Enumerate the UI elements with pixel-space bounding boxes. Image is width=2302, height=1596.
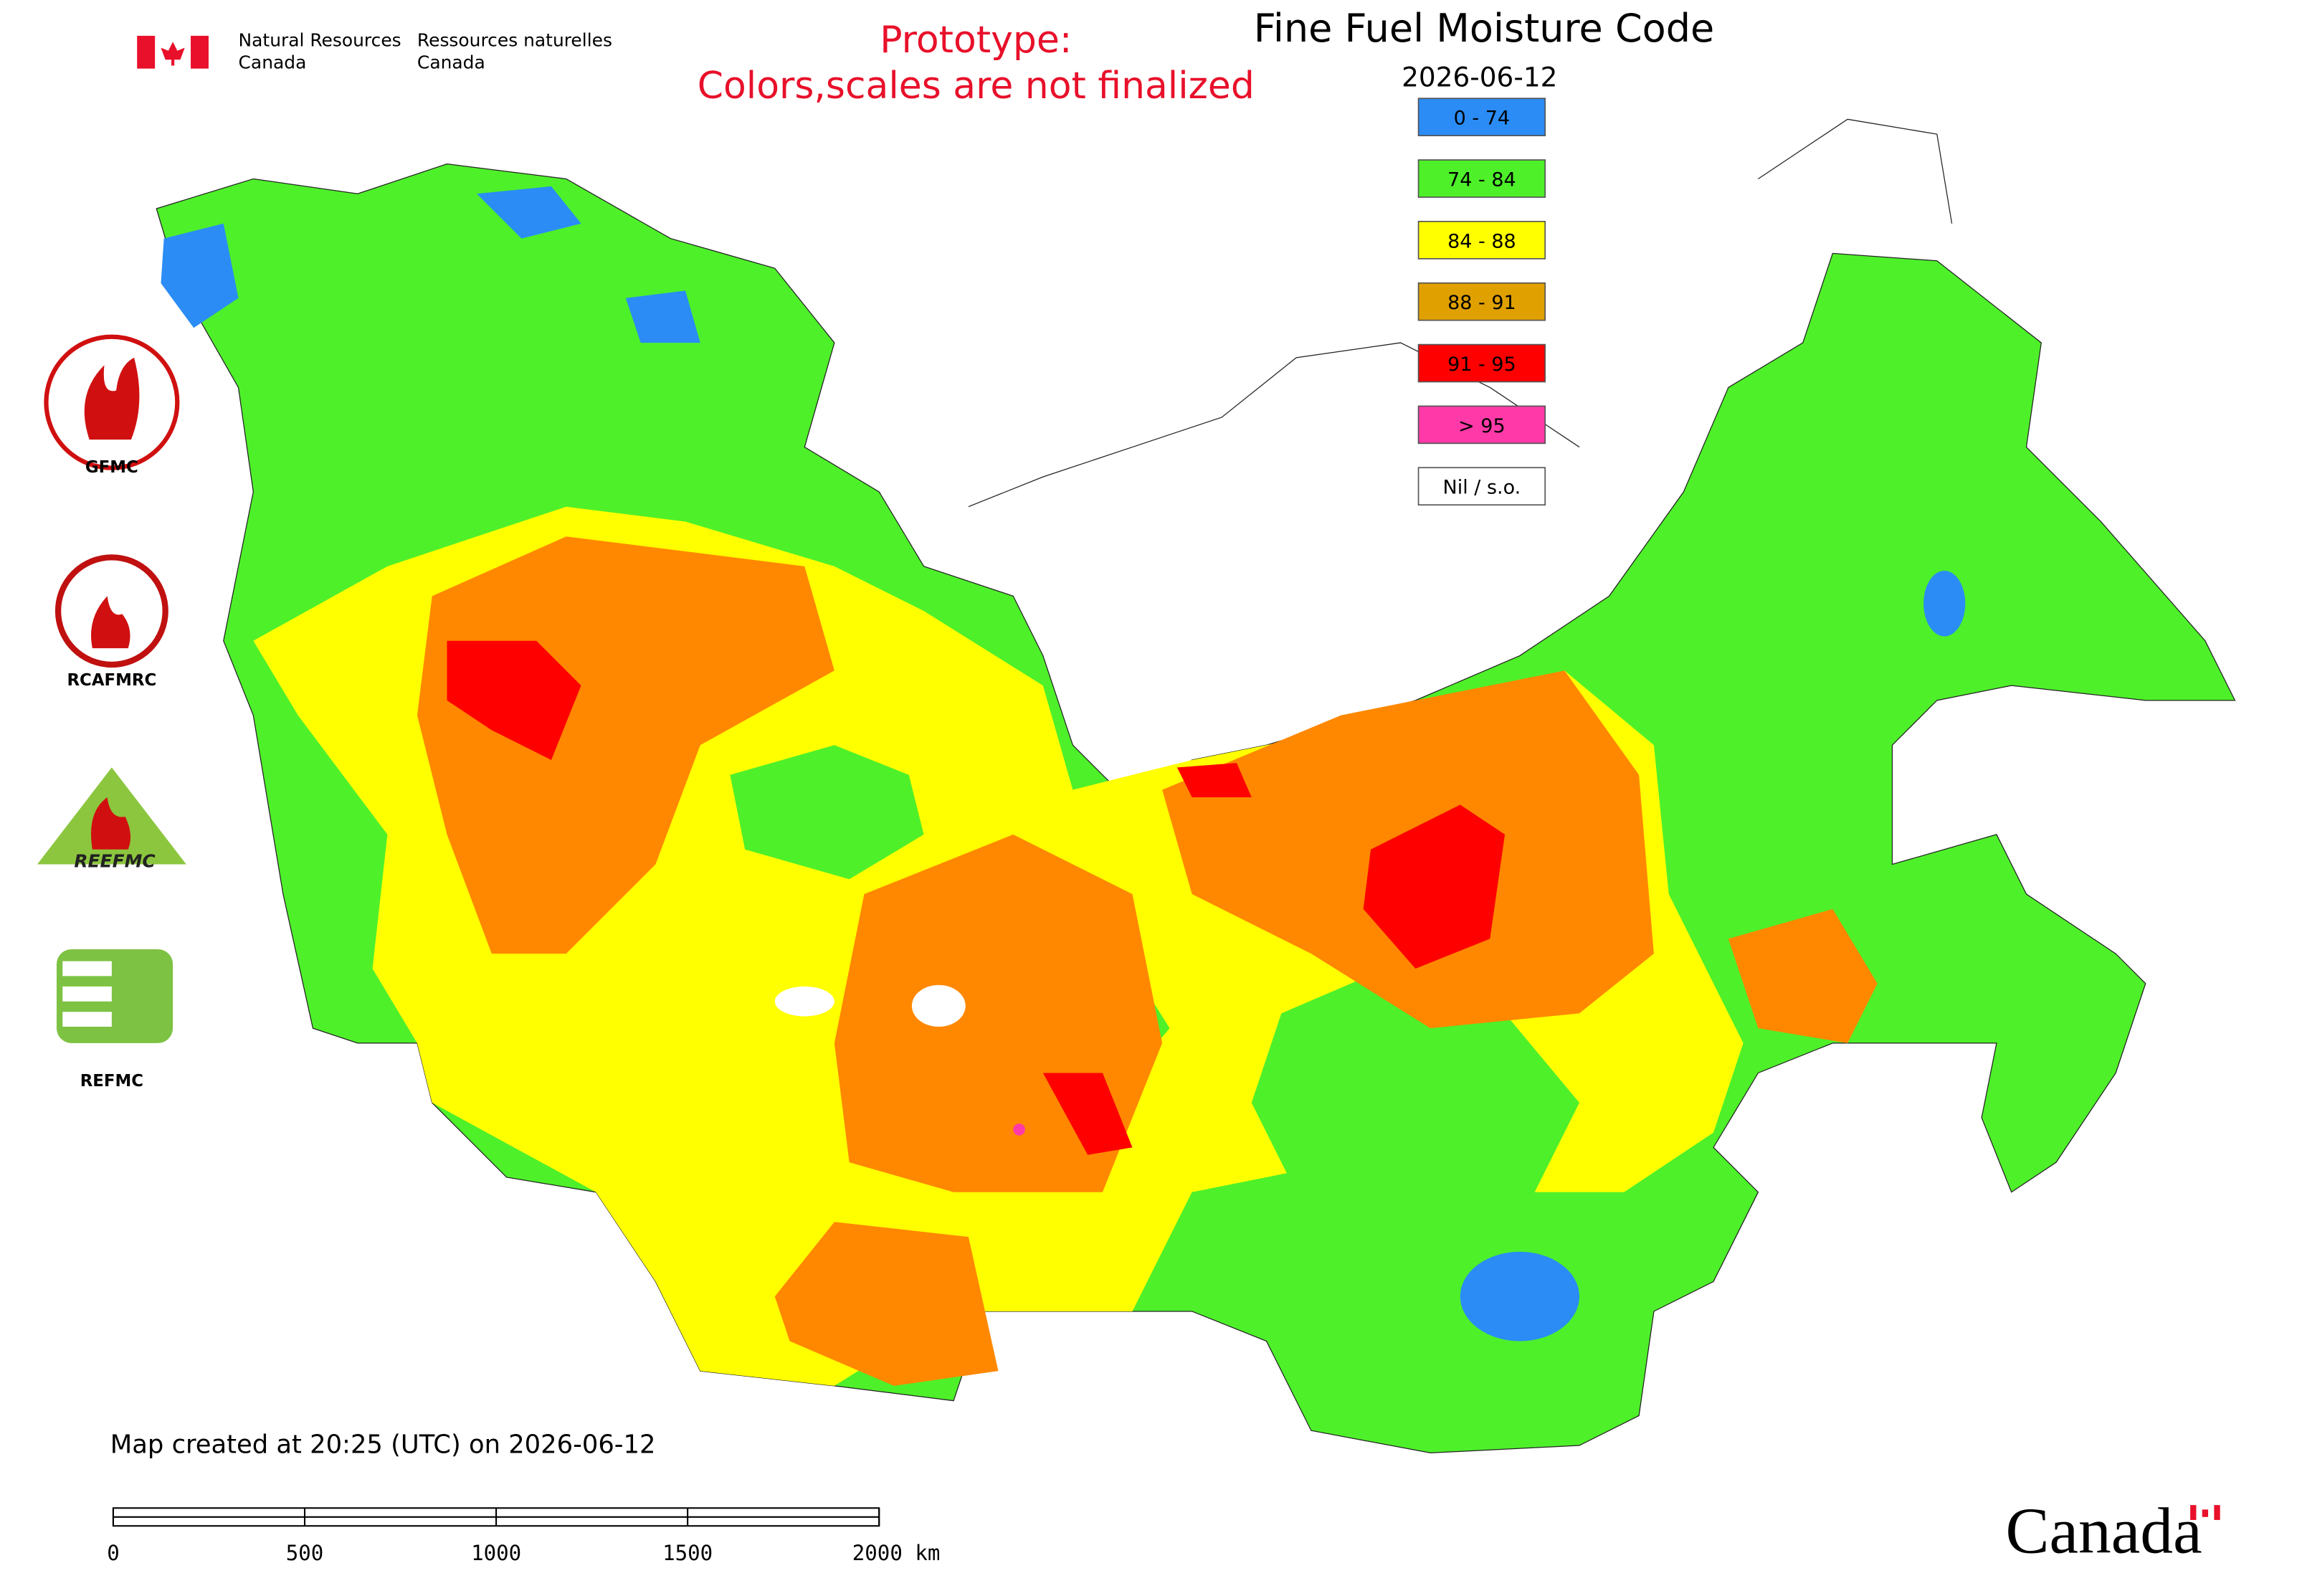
legend-label: 84 - 88 bbox=[1447, 230, 1516, 252]
legend-swatch bbox=[1417, 98, 1546, 137]
lake-nil bbox=[774, 986, 834, 1017]
flag-bar bbox=[137, 35, 156, 69]
dept-fr: Canada bbox=[417, 52, 485, 73]
zone-magenta bbox=[1013, 1124, 1025, 1136]
scale-label: 1000 bbox=[471, 1541, 521, 1565]
legend-swatch bbox=[1417, 343, 1546, 383]
prototype-notice: Colors,scales are not finalized bbox=[698, 65, 1255, 108]
legend-swatch bbox=[1417, 405, 1546, 445]
map bbox=[156, 118, 2236, 1454]
legend: 0 - 74 74 - 84 84 - 88 88 - 91 91 - 95 > 95 Ni… bbox=[1417, 98, 1546, 506]
flag-bar bbox=[2214, 1505, 2220, 1520]
dept-en: Natural Resources bbox=[239, 29, 401, 50]
lake-nil bbox=[911, 984, 966, 1027]
legend-swatch bbox=[1417, 221, 1546, 260]
zone-blue bbox=[1923, 571, 1966, 637]
nrcan-signature: Natural Resources Canada Ressources natu… bbox=[137, 29, 612, 73]
flag-bar bbox=[191, 35, 209, 69]
map-created: Map created at 20:25 (UTC) on 2026-06-12 bbox=[110, 1430, 656, 1459]
zone-orange bbox=[417, 536, 1878, 1386]
zone-red bbox=[447, 640, 1506, 1155]
flame-icon bbox=[91, 596, 130, 649]
legend-swatch bbox=[1417, 159, 1546, 198]
legend-label: 74 - 84 bbox=[1447, 168, 1516, 191]
flag-bar bbox=[2190, 1505, 2197, 1520]
flame-icon bbox=[91, 797, 131, 850]
wordmark: Canada bbox=[2005, 1495, 2202, 1567]
maple-leaf bbox=[2202, 1509, 2209, 1517]
logo-stripes bbox=[62, 961, 112, 1027]
scale-bar: 0 500 1000 1500 2000 km bbox=[107, 1507, 941, 1565]
logo-label: REFMC bbox=[80, 1072, 143, 1091]
map-title: Fine Fuel Moisture Code bbox=[1254, 6, 1714, 51]
prototype-notice: Prototype: bbox=[880, 19, 1072, 62]
map-date: 2026-06-12 bbox=[1402, 62, 1557, 93]
scale-label: 0 bbox=[107, 1541, 120, 1565]
legend-label: 91 - 95 bbox=[1447, 353, 1516, 376]
scale-label: 1500 bbox=[662, 1541, 713, 1565]
scale-label: 2000 km bbox=[852, 1541, 941, 1565]
dept-en: Canada bbox=[239, 52, 307, 73]
zone-green-inner bbox=[730, 745, 1580, 1238]
zone-blue bbox=[161, 186, 700, 343]
legend-label: Nil / s.o. bbox=[1443, 477, 1521, 499]
scale-label: 500 bbox=[286, 1541, 324, 1565]
legend-swatch bbox=[1417, 467, 1546, 506]
legend-label: 0 - 74 bbox=[1454, 108, 1510, 130]
logo-label: RCAFMRC bbox=[67, 671, 156, 690]
maple-leaf bbox=[161, 42, 185, 66]
canada-wordmark: Canada bbox=[2005, 1495, 2220, 1567]
logos: GFMC RCAFMRC REEFMC REFMC bbox=[37, 334, 186, 1091]
dept-fr: Ressources naturelles bbox=[417, 29, 612, 50]
legend-label: > 95 bbox=[1458, 415, 1506, 437]
logo-label: REEFMC bbox=[74, 851, 156, 872]
legend-swatch bbox=[1417, 282, 1546, 321]
legend-label: 88 - 91 bbox=[1447, 292, 1516, 314]
logo-label: GFMC bbox=[85, 458, 138, 477]
flame-icon bbox=[84, 357, 140, 440]
zone-blue bbox=[1460, 1251, 1580, 1341]
